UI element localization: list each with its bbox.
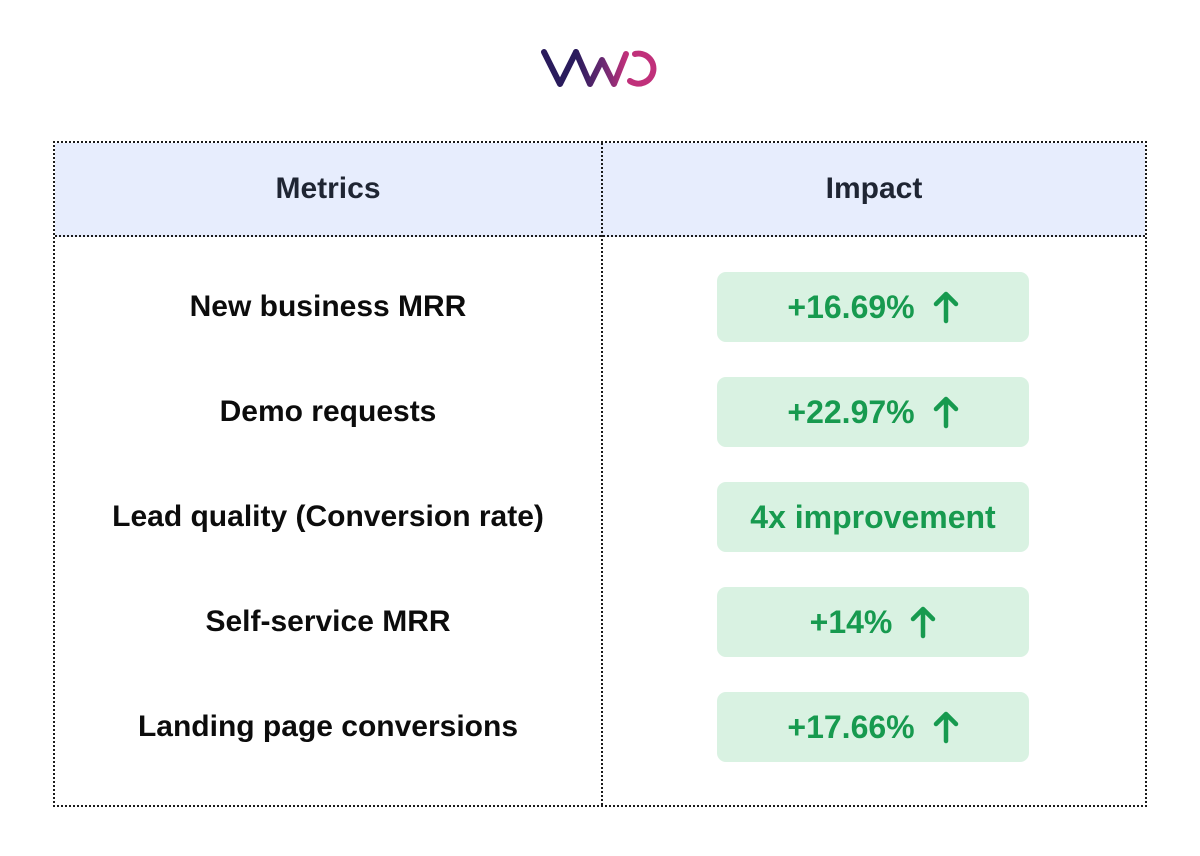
vwo-logo	[541, 49, 657, 87]
impact-value: +22.97%	[787, 393, 915, 430]
impact-badge: 4x improvement	[717, 482, 1029, 552]
impact-value: 4x improvement	[750, 498, 996, 535]
up-arrow-icon	[933, 291, 958, 324]
impact-badge: +14%	[717, 587, 1029, 657]
up-arrow-icon	[933, 396, 958, 429]
header-impact: Impact	[825, 172, 923, 205]
metrics-table: Metrics Impact New business MRR +16.69% De…	[53, 141, 1147, 807]
table-row: Landing page conversions +17.66%	[55, 692, 1145, 762]
table-row: Lead quality (Conversion rate) 4x improve…	[55, 482, 1145, 552]
table-row: Self-service MRR +14%	[55, 587, 1145, 657]
impact-value: +17.66%	[787, 708, 915, 745]
column-divider	[601, 143, 603, 805]
impact-badge: +17.66%	[717, 692, 1029, 762]
impact-badge: +16.69%	[717, 272, 1029, 342]
impact-value: +14%	[809, 603, 893, 640]
impact-value: +16.69%	[787, 288, 915, 325]
header-metrics: Metrics	[275, 172, 381, 205]
metric-label: Self-service MRR	[205, 605, 451, 638]
impact-badge: +22.97%	[717, 377, 1029, 447]
table-row: New business MRR +16.69%	[55, 272, 1145, 342]
metric-label: New business MRR	[189, 290, 467, 323]
metric-label: Lead quality (Conversion rate)	[112, 500, 544, 533]
up-arrow-icon	[911, 606, 936, 639]
metric-label: Demo requests	[219, 395, 437, 428]
up-arrow-icon	[933, 711, 958, 744]
metric-label: Landing page conversions	[137, 710, 519, 743]
table-row: Demo requests +22.97%	[55, 377, 1145, 447]
table-header	[55, 143, 1145, 237]
